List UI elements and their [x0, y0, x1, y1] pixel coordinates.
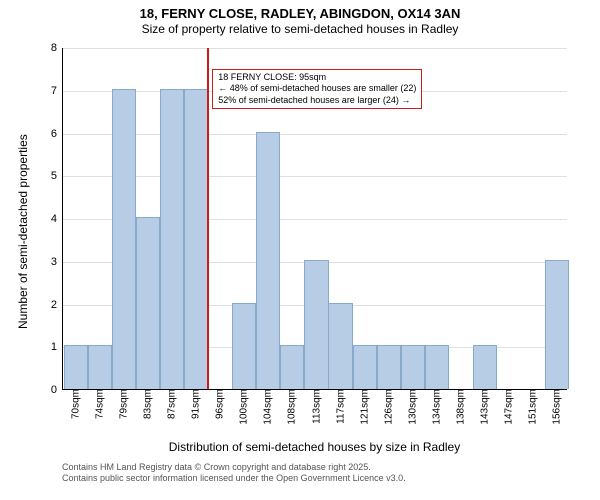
- x-tick-label: 74sqm: [93, 389, 106, 419]
- x-tick-label: 96sqm: [213, 389, 226, 419]
- bar: [64, 345, 88, 389]
- bar: [88, 345, 112, 389]
- x-tick-label: 126sqm: [381, 389, 394, 425]
- y-tick-label: 6: [51, 128, 63, 140]
- bar: [256, 132, 280, 390]
- y-tick-label: 4: [51, 213, 63, 225]
- bar: [160, 89, 184, 389]
- bar: [328, 303, 352, 390]
- plot-area: 01234567870sqm74sqm79sqm83sqm87sqm91sqm9…: [62, 48, 567, 390]
- bar: [136, 217, 160, 389]
- bar: [473, 345, 497, 389]
- y-axis-label: Number of semi-detached properties: [16, 134, 30, 329]
- annotation-line-2: 18 FERNY CLOSE: 95sqm: [218, 72, 416, 83]
- annotation-line-1: ← 48% of semi-detached houses are smalle…: [218, 83, 416, 94]
- annotation-line-3: 52% of semi-detached houses are larger (…: [218, 95, 416, 106]
- chart-container: 18, FERNY CLOSE, RADLEY, ABINGDON, OX14 …: [0, 0, 600, 500]
- bar: [112, 89, 136, 389]
- gridline: [63, 176, 567, 177]
- x-axis-label: Distribution of semi-detached houses by …: [62, 440, 567, 454]
- reference-line: [207, 48, 209, 389]
- x-tick-label: 87sqm: [165, 389, 178, 419]
- chart-title-line2: Size of property relative to semi-detach…: [0, 22, 600, 37]
- bar: [353, 345, 377, 389]
- y-tick-label: 0: [51, 384, 63, 396]
- credits-block: Contains HM Land Registry data © Crown c…: [62, 462, 406, 485]
- gridline: [63, 134, 567, 135]
- y-tick-label: 1: [51, 341, 63, 353]
- x-tick-label: 134sqm: [429, 389, 442, 425]
- credit-line-2: Contains public sector information licen…: [62, 473, 406, 484]
- x-tick-label: 100sqm: [237, 389, 250, 425]
- y-tick-label: 3: [51, 256, 63, 268]
- gridline: [63, 48, 567, 49]
- x-tick-label: 113sqm: [309, 389, 322, 424]
- x-tick-label: 70sqm: [69, 389, 82, 419]
- bar: [184, 89, 208, 389]
- x-tick-label: 130sqm: [405, 389, 418, 425]
- bar: [545, 260, 569, 389]
- x-tick-label: 138sqm: [453, 389, 466, 425]
- y-tick-label: 5: [51, 170, 63, 182]
- bar: [304, 260, 328, 389]
- title-block: 18, FERNY CLOSE, RADLEY, ABINGDON, OX14 …: [0, 0, 600, 37]
- bar: [280, 345, 304, 389]
- bar: [377, 345, 401, 389]
- bar: [425, 345, 449, 389]
- y-tick-label: 2: [51, 299, 63, 311]
- annotation-box: 18 FERNY CLOSE: 95sqm← 48% of semi-detac…: [212, 69, 422, 109]
- y-tick-label: 7: [51, 85, 63, 97]
- bar: [401, 345, 425, 389]
- x-tick-label: 108sqm: [285, 389, 298, 425]
- x-tick-label: 104sqm: [261, 389, 274, 425]
- x-tick-label: 117sqm: [333, 389, 346, 424]
- x-tick-label: 79sqm: [117, 389, 130, 419]
- x-tick-label: 151sqm: [525, 389, 538, 425]
- chart-title-line1: 18, FERNY CLOSE, RADLEY, ABINGDON, OX14 …: [0, 6, 600, 22]
- x-tick-label: 156sqm: [549, 389, 562, 425]
- x-tick-label: 91sqm: [189, 389, 202, 419]
- y-tick-label: 8: [51, 42, 63, 54]
- x-tick-label: 121sqm: [357, 389, 370, 425]
- x-tick-label: 143sqm: [477, 389, 490, 425]
- x-tick-label: 83sqm: [141, 389, 154, 419]
- x-tick-label: 147sqm: [501, 389, 514, 425]
- bar: [232, 303, 256, 390]
- credit-line-1: Contains HM Land Registry data © Crown c…: [62, 462, 406, 473]
